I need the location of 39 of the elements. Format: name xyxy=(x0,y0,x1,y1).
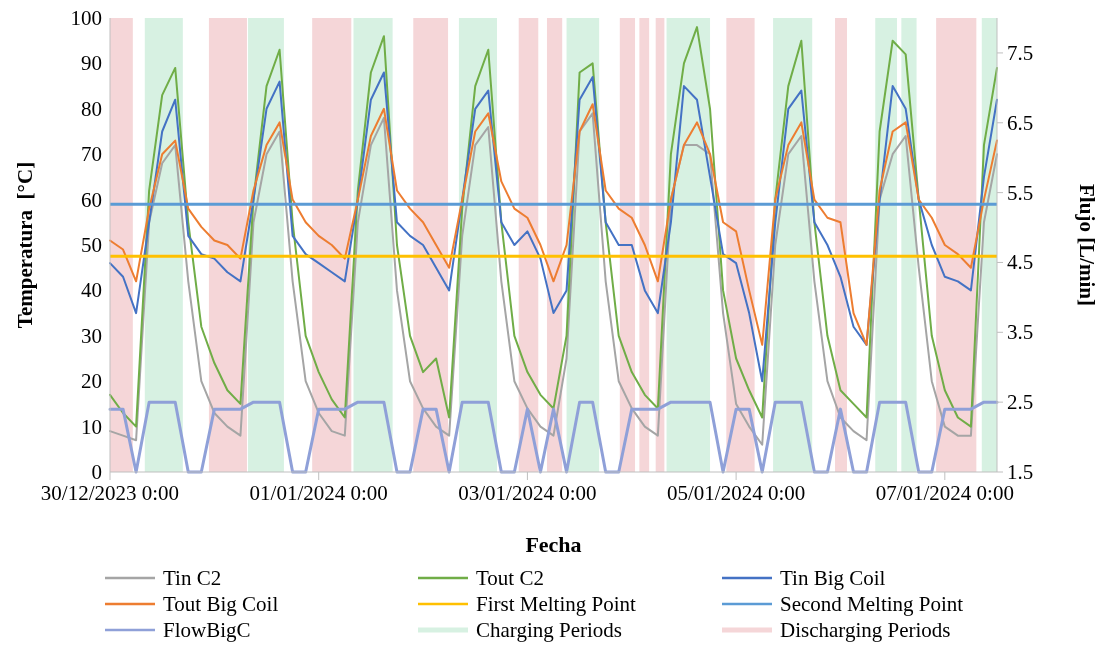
legend-label: Tin Big Coil xyxy=(780,566,886,590)
legend-label: First Melting Point xyxy=(476,592,637,616)
x-tick-label: 03/01/2024 0:00 xyxy=(458,481,597,505)
x-tick-label: 01/01/2024 0:00 xyxy=(249,481,388,505)
line-series xyxy=(109,103,998,346)
y-tick-label: 30 xyxy=(81,323,102,348)
line-series xyxy=(109,71,998,383)
y-tick-label: 40 xyxy=(81,278,102,303)
y2-tick-label: 3.5 xyxy=(1007,320,1034,345)
legend-label: Tin C2 xyxy=(163,566,222,590)
y2-tick-label: 6.5 xyxy=(1007,110,1034,135)
y-tick-label: 70 xyxy=(81,142,102,167)
legend-label: Discharging Periods xyxy=(780,618,951,642)
x-axis-title: Fecha xyxy=(525,532,582,557)
legend-label: Charging Periods xyxy=(476,618,623,642)
x-tick-label: 05/01/2024 0:00 xyxy=(666,481,806,505)
y2-tick-label: 5.5 xyxy=(1007,180,1034,205)
legend-label: FlowBigC xyxy=(163,618,251,642)
line-series xyxy=(109,112,998,446)
x-tick-label: 07/01/2024 0:00 xyxy=(875,481,1014,505)
y2-tick-label: 4.5 xyxy=(1007,250,1034,275)
y2-tick-label: 2.5 xyxy=(1007,390,1034,415)
line-series xyxy=(109,26,998,428)
legend-label: Tout Big Coil xyxy=(163,592,279,616)
y-tick-label: 50 xyxy=(81,233,102,257)
y-tick-label: 90 xyxy=(81,51,102,76)
y-tick-label: 60 xyxy=(81,187,102,212)
y-tick-label: 0 xyxy=(91,460,102,484)
y-tick-label: 20 xyxy=(81,369,102,394)
y2-axis-title: Flujo [L/min] xyxy=(1075,184,1099,306)
y-axis-title: Temperatura [°C] xyxy=(13,161,37,329)
y-tick-label: 80 xyxy=(81,96,102,121)
legend-label: Second Melting Point xyxy=(780,592,964,616)
legend-label: Tout C2 xyxy=(476,566,544,590)
y2-tick-label: 1.5 xyxy=(1007,460,1034,484)
y2-tick-label: 7.5 xyxy=(1007,40,1034,65)
x-tick-label: 30/12/2023 0:00 xyxy=(40,481,180,505)
y-tick-label: 10 xyxy=(81,414,102,439)
y-tick-label: 100 xyxy=(70,6,102,30)
